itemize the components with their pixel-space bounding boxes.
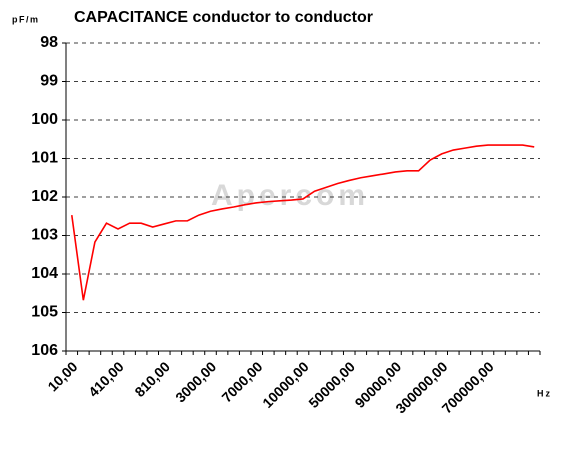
y-tick-label: 104	[31, 265, 58, 282]
y-tick-label: 101	[31, 150, 58, 167]
x-tick-label: 7000,00	[218, 358, 265, 405]
y-axis-unit: pF/m	[12, 14, 40, 24]
x-axis-unit: Hz	[537, 388, 552, 398]
x-tick-label: 50000,00	[305, 358, 358, 411]
data-line	[70, 144, 535, 301]
x-tick-label: 3000,00	[172, 358, 219, 405]
x-tick-label: 10,00	[44, 358, 80, 394]
y-tick-label: 102	[31, 188, 58, 205]
chart-title: CAPACITANCE conductor to conductor	[74, 9, 373, 26]
y-tick-label: 100	[31, 111, 58, 128]
x-tick-label: 810,00	[131, 358, 173, 400]
y-tick-label: 103	[31, 227, 58, 244]
y-tick-label: 99	[40, 73, 58, 90]
x-tick-label: 10000,00	[259, 358, 312, 411]
x-tick-label: 410,00	[85, 358, 127, 400]
y-tick-label: 98	[40, 34, 58, 51]
y-tick-label: 105	[31, 304, 58, 321]
y-tick-label: 106	[31, 342, 58, 359]
